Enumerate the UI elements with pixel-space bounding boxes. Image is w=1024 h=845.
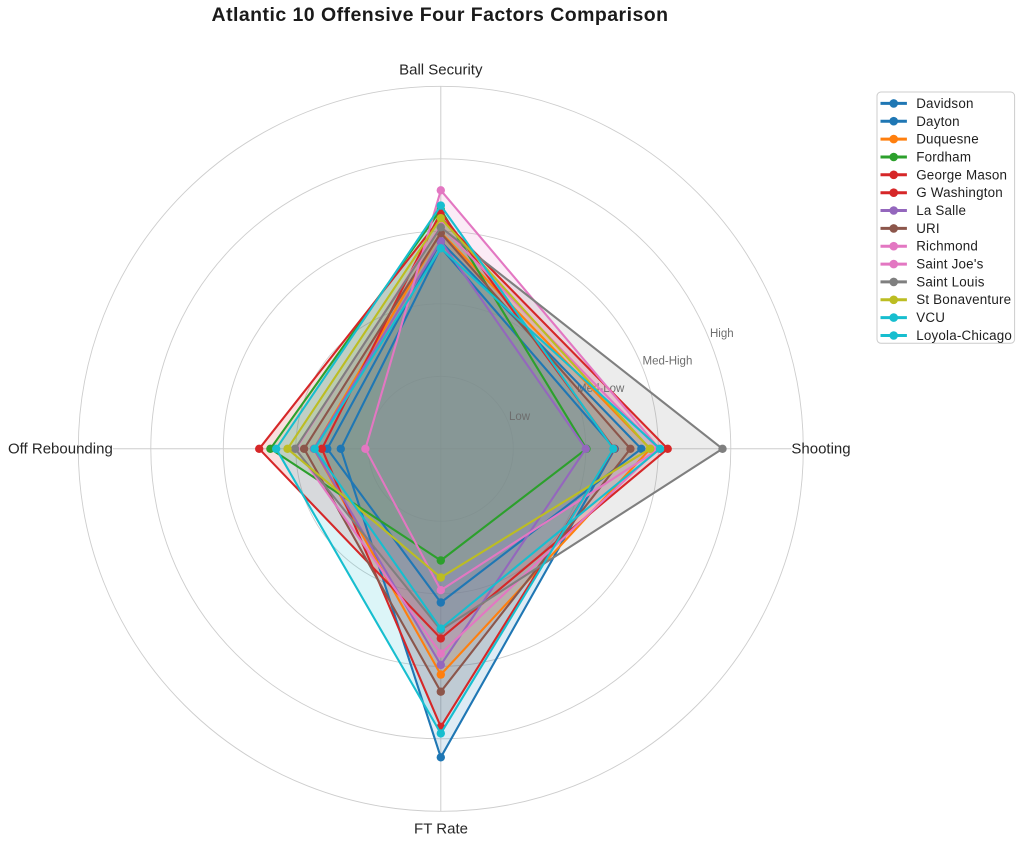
svg-text:Fordham: Fordham (916, 150, 971, 165)
svg-text:St Bonaventure: St Bonaventure (916, 292, 1011, 307)
svg-text:Med-High: Med-High (643, 356, 693, 368)
svg-text:Saint Louis: Saint Louis (916, 274, 985, 289)
svg-text:High: High (710, 328, 734, 340)
svg-text:George Mason: George Mason (916, 167, 1007, 182)
svg-text:Saint Joe's: Saint Joe's (916, 257, 983, 272)
svg-text:URI: URI (916, 221, 940, 236)
svg-text:Duquesne: Duquesne (916, 132, 979, 147)
svg-text:Loyola-Chicago: Loyola-Chicago (916, 328, 1012, 343)
svg-text:Richmond: Richmond (916, 239, 978, 254)
svg-text:Davidson: Davidson (916, 96, 973, 111)
svg-text:Atlantic 10 Offensive Four Fac: Atlantic 10 Offensive Four Factors Compa… (212, 4, 669, 26)
svg-text:Shooting: Shooting (791, 441, 850, 458)
svg-text:Ball Security: Ball Security (399, 62, 483, 79)
svg-text:FT Rate: FT Rate (414, 820, 468, 837)
svg-text:La Salle: La Salle (916, 203, 966, 218)
svg-text:G Washington: G Washington (916, 185, 1003, 200)
svg-text:Off Rebounding: Off Rebounding (8, 441, 113, 458)
svg-text:VCU: VCU (916, 310, 945, 325)
svg-text:Dayton: Dayton (916, 114, 960, 129)
svg-text:Low: Low (509, 411, 531, 423)
